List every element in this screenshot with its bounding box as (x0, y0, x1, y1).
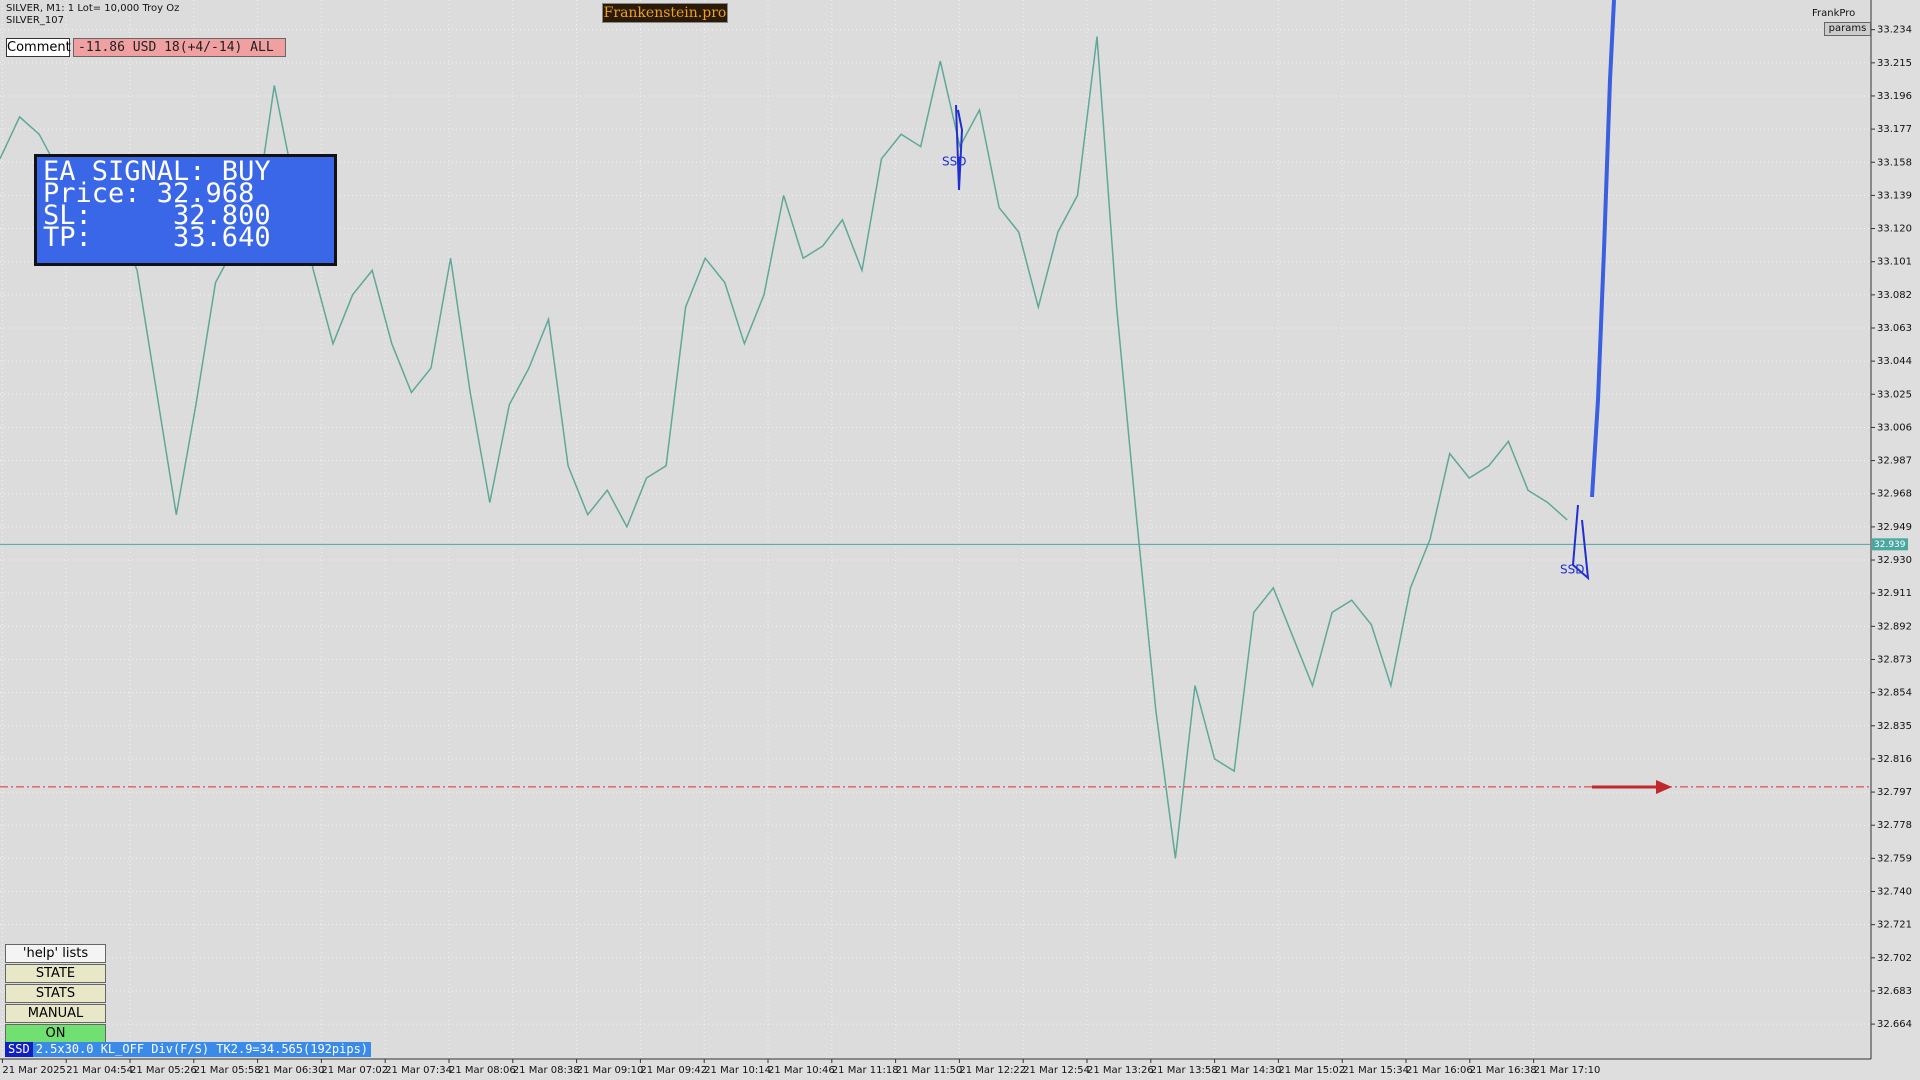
sl-arrow-head (1656, 780, 1672, 794)
brand: Frankenstein.pro (602, 3, 728, 23)
y-tick-label: 33.025 (1877, 389, 1912, 400)
signal-box: EA SIGNAL: BUY Price: 32.968 SL: 32.800 … (34, 154, 337, 266)
help-button[interactable]: 'help' lists cmds (5, 944, 106, 978)
x-tick-label: 21 Mar 16:38 (1470, 1065, 1537, 1076)
ssd-label: SSD (942, 155, 966, 169)
x-tick-label: 21 Mar 12:54 (1023, 1065, 1090, 1076)
ssd-pattern (955, 104, 964, 191)
y-tick-label: 32.987 (1877, 456, 1912, 467)
y-tick-label: 32.873 (1877, 654, 1912, 665)
y-tick-label: 33.101 (1877, 257, 1912, 268)
y-tick-label: 32.911 (1877, 588, 1912, 599)
tp-projection (1590, 0, 1616, 498)
x-tick-label: 21 Mar 09:42 (640, 1065, 707, 1076)
x-tick-label: 21 Mar 15:02 (1278, 1065, 1345, 1076)
x-tick-label: 21 Mar 07:34 (385, 1065, 452, 1076)
y-tick-label: 32.854 (1877, 688, 1912, 699)
price-tag (1872, 538, 1908, 551)
y-tick-label: 32.759 (1877, 853, 1912, 864)
y-tick-label: 33.063 (1877, 323, 1912, 334)
y-tick-label: 32.968 (1877, 489, 1912, 500)
profile: FrankPro (1812, 8, 1856, 19)
y-tick-label: 32.740 (1877, 887, 1912, 898)
comment-label: Comment (6, 38, 71, 57)
stats-button[interactable]: STATS (5, 984, 106, 1003)
x-tick-label: 21 Mar 11:18 (832, 1065, 899, 1076)
x-tick-label: 21 Mar 07:02 (321, 1065, 388, 1076)
y-tick-label: 33.120 (1877, 224, 1912, 235)
x-tick-label: 21 Mar 13:26 (1087, 1065, 1154, 1076)
y-tick-label: 32.930 (1877, 555, 1912, 566)
ssd-pattern (1571, 504, 1590, 581)
x-tick-label: 21 Mar 04:54 (66, 1065, 133, 1076)
status-bar: SSD 2.5x30.0 KL_OFF Div(F/S) TK2.9=34.56… (5, 1042, 372, 1057)
x-tick-label: 21 Mar 11:50 (896, 1065, 963, 1076)
price-tag-label: 32.939 (1874, 540, 1906, 550)
signal-line: Price: 32.968 (43, 178, 255, 209)
y-tick-label: 33.006 (1877, 422, 1912, 433)
y-tick-label: 32.816 (1877, 754, 1912, 765)
state-button[interactable]: STATE (5, 964, 106, 983)
params-button[interactable]: params (1824, 22, 1871, 36)
y-tick-label: 32.683 (1877, 986, 1912, 997)
status-tag: SSD (5, 1042, 33, 1057)
y-tick-label: 32.664 (1877, 1019, 1912, 1030)
y-tick-label: 33.177 (1877, 124, 1912, 135)
y-tick-label: 33.196 (1877, 91, 1912, 102)
y-tick-label: 33.158 (1877, 157, 1912, 168)
x-tick-label: 21 Mar 08:38 (513, 1065, 580, 1076)
account: SILVER_107 (6, 15, 64, 26)
y-tick-label: 33.139 (1877, 190, 1912, 201)
x-tick-label: 21 Mar 09:10 (577, 1065, 644, 1076)
x-tick-label: 21 Mar 16:06 (1406, 1065, 1473, 1076)
y-tick-label: 32.835 (1877, 721, 1912, 732)
symbol: SILVER, M1: 1 Lot= 10,000 Troy Oz (6, 3, 180, 14)
x-tick-label: 21 Mar 13:58 (1151, 1065, 1218, 1076)
y-tick-label: 33.044 (1877, 356, 1912, 367)
on-button[interactable]: ON (5, 1024, 106, 1043)
y-tick-label: 32.892 (1877, 621, 1912, 632)
manual-button[interactable]: MANUAL (5, 1004, 106, 1023)
x-tick-label: 21 Mar 06:30 (258, 1065, 325, 1076)
y-tick-label: 33.234 (1877, 25, 1912, 36)
x-tick-label: 21 Mar 2025 (2, 1065, 65, 1076)
x-tick-label: 21 Mar 10:14 (704, 1065, 771, 1076)
y-tick-label: 32.797 (1877, 787, 1912, 798)
x-tick-label: 21 Mar 14:30 (1215, 1065, 1282, 1076)
signal-line: TP: 33.640 (43, 222, 271, 253)
signal-line: EA SIGNAL: BUY (43, 156, 271, 187)
x-tick-label: 21 Mar 05:26 (130, 1065, 197, 1076)
y-tick-label: 32.702 (1877, 953, 1912, 964)
y-tick-label: 32.949 (1877, 522, 1912, 533)
ssd-label: SSD (1560, 563, 1584, 577)
status-text: 2.5x30.0 KL_OFF Div(F/S) TK2.9=34.565(19… (32, 1042, 372, 1057)
y-tick-label: 32.721 (1877, 920, 1912, 931)
y-tick-label: 33.082 (1877, 290, 1912, 301)
x-tick-label: 21 Mar 08:06 (449, 1065, 516, 1076)
x-tick-label: 21 Mar 05:58 (194, 1065, 261, 1076)
signal-line: SL: 32.800 (43, 200, 271, 231)
y-tick-label: 32.778 (1877, 820, 1912, 831)
y-tick-label: 33.215 (1877, 58, 1912, 69)
result: -11.86 USD 18(+4/-14) ALL (73, 38, 286, 57)
x-tick-label: 21 Mar 12:22 (959, 1065, 1026, 1076)
x-tick-label: 21 Mar 15:34 (1342, 1065, 1409, 1076)
x-tick-label: 21 Mar 10:46 (768, 1065, 835, 1076)
x-tick-label: 21 Mar 17:10 (1534, 1065, 1601, 1076)
